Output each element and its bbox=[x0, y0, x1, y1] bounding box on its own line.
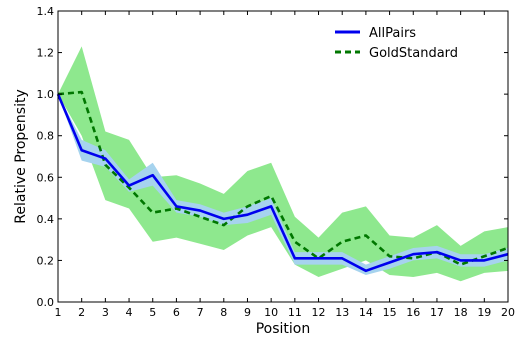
x-tick-label: 19 bbox=[477, 306, 491, 319]
plot-frame bbox=[57, 10, 509, 303]
x-tick-label: 1 bbox=[55, 306, 62, 319]
y-tick-label: 0.6 bbox=[37, 171, 55, 184]
x-tick-label: 2 bbox=[78, 306, 85, 319]
x-tick-label: 17 bbox=[430, 306, 444, 319]
x-tick-label: 20 bbox=[501, 306, 515, 319]
x-tick-label: 13 bbox=[335, 306, 349, 319]
x-tick-label: 11 bbox=[288, 306, 302, 319]
confidence-bands bbox=[58, 46, 508, 282]
y-tick-label: 0.8 bbox=[37, 130, 55, 143]
x-tick-label: 14 bbox=[359, 306, 373, 319]
series-lines bbox=[56, 90, 509, 273]
x-tick-label: 18 bbox=[454, 306, 468, 319]
line-allpairs bbox=[56, 93, 509, 273]
band-allpairs bbox=[58, 94, 508, 275]
x-tick-label: 4 bbox=[126, 306, 133, 319]
x-tick-label: 16 bbox=[406, 306, 420, 319]
x-tick-label: 12 bbox=[312, 306, 326, 319]
x-tick-label: 15 bbox=[383, 306, 397, 319]
legend-label-allpairs: AllPairs bbox=[369, 26, 416, 41]
y-tick-label: 1.4 bbox=[37, 5, 55, 18]
y-tick-label: 0.2 bbox=[37, 254, 55, 267]
y-tick-label: 1.0 bbox=[37, 88, 55, 101]
x-tick-label: 8 bbox=[220, 306, 227, 319]
x-tick-label: 6 bbox=[173, 306, 180, 319]
x-tick-label: 7 bbox=[197, 306, 204, 319]
x-axis-label: Position bbox=[256, 321, 311, 337]
legend-label-goldstandard: GoldStandard bbox=[369, 46, 458, 61]
x-axis-ticks: 1 2 3 4 5 6 7 8 9 10 11 12 13 14 15 16 17 18 19 20 bbox=[55, 11, 515, 319]
y-tick-label: 0.0 bbox=[37, 296, 55, 309]
y-tick-label: 0.4 bbox=[37, 213, 55, 226]
x-tick-label: 10 bbox=[264, 306, 278, 319]
band-goldstandard bbox=[58, 46, 508, 282]
line-goldstandard bbox=[57, 90, 509, 266]
y-axis-ticks: 0.0 0.2 0.4 0.6 0.8 1.0 1.2 1.4 bbox=[37, 5, 508, 309]
y-tick-label: 1.2 bbox=[37, 47, 55, 60]
y-axis-label: Relative Propensity bbox=[13, 89, 29, 223]
x-tick-label: 3 bbox=[102, 306, 109, 319]
x-tick-label: 9 bbox=[244, 306, 251, 319]
x-tick-label: 5 bbox=[149, 306, 156, 319]
legend: AllPairs GoldStandard bbox=[335, 26, 458, 61]
